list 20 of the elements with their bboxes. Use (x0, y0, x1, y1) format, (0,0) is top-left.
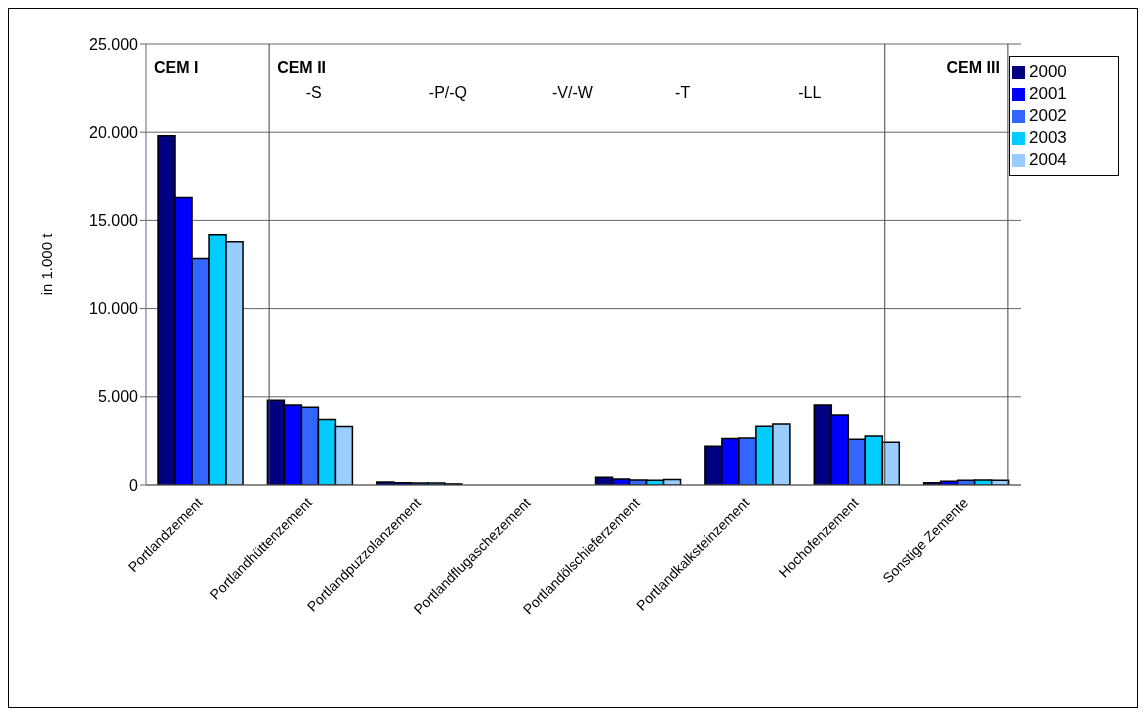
legend-label: 2004 (1029, 150, 1067, 169)
annotation: -LL (798, 84, 822, 102)
y-tick-label: 10.000 (89, 300, 139, 318)
annotation: -P/-Q (428, 84, 468, 102)
legend-label: 2001 (1029, 84, 1067, 103)
annotation: -V/-W (551, 84, 594, 102)
annotation: -T (675, 84, 691, 102)
y-tick-label: 25.000 (89, 35, 139, 53)
y-axis-title: in 1.000 t (38, 232, 56, 296)
legend-label: 2003 (1029, 128, 1067, 147)
annotation: CEM III (946, 59, 1000, 77)
annotation: -S (305, 84, 322, 102)
annotation: CEM II (277, 59, 327, 77)
y-tick-label: 5.000 (97, 388, 139, 406)
annotation: CEM I (154, 59, 199, 77)
y-tick-label: 0 (129, 476, 139, 494)
y-tick-label: 20.000 (89, 123, 139, 141)
legend-label: 2002 (1029, 106, 1067, 125)
y-tick-label: 15.000 (89, 212, 139, 230)
legend-label: 2000 (1029, 62, 1067, 81)
